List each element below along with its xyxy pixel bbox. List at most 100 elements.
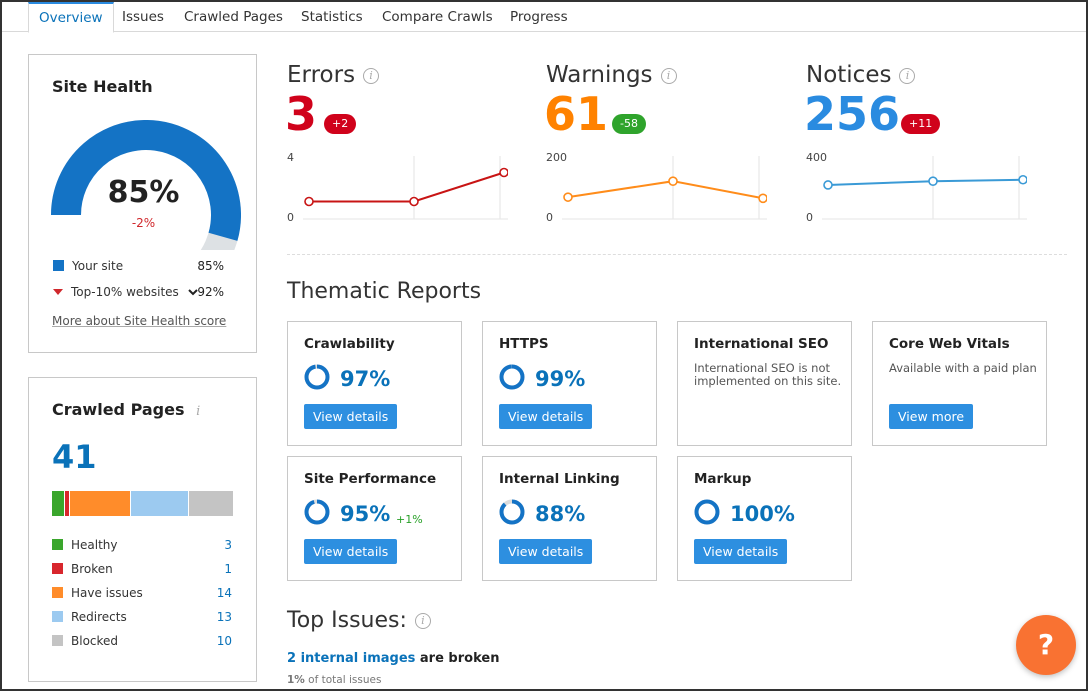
warnings-point[interactable] bbox=[668, 176, 678, 187]
warnings-sparkline bbox=[562, 156, 767, 220]
help-button[interactable]: ? bbox=[1016, 615, 1076, 675]
ring-fill bbox=[694, 499, 720, 525]
bar-segment-redirects[interactable] bbox=[131, 491, 189, 516]
notices-title-row: Notices i bbox=[806, 62, 916, 88]
site-health-gauge bbox=[51, 120, 241, 250]
bar-segment-blocked[interactable] bbox=[188, 491, 233, 516]
notices-series-line bbox=[827, 178, 1024, 186]
report-title: International SEO bbox=[694, 336, 829, 352]
chevron-down-icon[interactable] bbox=[187, 287, 199, 297]
errors-point[interactable] bbox=[499, 167, 508, 178]
legend-blocked: Blocked bbox=[52, 634, 118, 648]
bar-segment-healthy[interactable] bbox=[52, 491, 66, 516]
report-card-crawlability: Crawlability 97% View details bbox=[287, 321, 462, 446]
report-card-site-performance: Site Performance 95% +1% View details bbox=[287, 456, 462, 581]
legend-count[interactable]: 10 bbox=[216, 634, 232, 648]
warnings-series-line bbox=[567, 180, 764, 200]
report-score: 97% bbox=[340, 367, 391, 391]
errors-title-row: Errors i bbox=[287, 62, 380, 88]
legend-label: Blocked bbox=[71, 634, 119, 648]
bar-segment-have-issues[interactable] bbox=[69, 491, 132, 516]
report-score: 95% bbox=[340, 502, 391, 526]
notices-point[interactable] bbox=[823, 180, 833, 190]
top-issue-text: are broken bbox=[415, 651, 500, 666]
notices-point[interactable] bbox=[1018, 174, 1027, 185]
tab-compare-crawls[interactable]: Compare Crawls bbox=[382, 9, 493, 25]
notices-point[interactable] bbox=[928, 176, 938, 187]
tab-crawled-pages[interactable]: Crawled Pages bbox=[184, 9, 283, 25]
tab-progress[interactable]: Progress bbox=[510, 9, 568, 25]
info-icon[interactable]: i bbox=[660, 68, 677, 84]
view-more-button[interactable]: View more bbox=[889, 404, 974, 429]
warnings-title-row: Warnings i bbox=[546, 62, 677, 88]
tab-statistics[interactable]: Statistics bbox=[301, 9, 363, 25]
warnings-delta-badge: -58 bbox=[612, 114, 646, 134]
report-title: HTTPS bbox=[499, 336, 549, 352]
top-issue-sub-text: of total issues bbox=[304, 674, 382, 686]
top10-label: Top-10% websites bbox=[71, 285, 179, 299]
notices-count[interactable]: 256 bbox=[804, 87, 901, 141]
legend-count[interactable]: 14 bbox=[216, 586, 232, 600]
legend-healthy: Healthy bbox=[52, 538, 118, 552]
warnings-point[interactable] bbox=[563, 192, 573, 202]
legend-swatch bbox=[52, 587, 63, 598]
warnings-point[interactable] bbox=[758, 193, 767, 204]
view-details-button[interactable]: View details bbox=[694, 539, 788, 564]
top-issue-sub: 1% of total issues bbox=[287, 674, 381, 686]
view-details-button[interactable]: View details bbox=[499, 539, 593, 564]
view-details-button[interactable]: View details bbox=[304, 539, 398, 564]
report-description: International SEO is not implemented on … bbox=[694, 361, 842, 388]
tab-issues[interactable]: Issues bbox=[122, 9, 164, 25]
bar-segment-broken[interactable] bbox=[65, 491, 70, 516]
legend-label: Healthy bbox=[71, 538, 118, 552]
score-ring-icon bbox=[304, 499, 330, 525]
report-title: Markup bbox=[694, 471, 752, 487]
warnings-title: Warnings bbox=[546, 62, 653, 88]
ring-fill bbox=[499, 499, 525, 525]
score-ring-icon bbox=[304, 364, 330, 390]
info-icon[interactable]: i bbox=[899, 68, 916, 84]
your-site-swatch bbox=[53, 260, 64, 271]
report-score: 88% bbox=[535, 502, 586, 526]
info-icon[interactable]: i bbox=[363, 68, 380, 84]
errors-count[interactable]: 3 bbox=[285, 87, 318, 141]
view-details-button[interactable]: View details bbox=[304, 404, 398, 429]
report-card-https: HTTPS 99% View details bbox=[482, 321, 657, 446]
crawled-pages-total[interactable]: 41 bbox=[52, 438, 97, 476]
site-health-percent: 85% bbox=[107, 175, 180, 210]
ring-fill bbox=[499, 364, 525, 390]
report-delta: +1% bbox=[396, 513, 423, 526]
top-issue-row: 2 internal images are broken bbox=[287, 651, 499, 666]
legend-count[interactable]: 3 bbox=[224, 538, 232, 552]
score-ring-icon bbox=[499, 364, 525, 390]
legend-your-site: Your site bbox=[53, 259, 123, 273]
report-title: Site Performance bbox=[304, 471, 437, 487]
warnings-count[interactable]: 61 bbox=[544, 87, 609, 141]
site-health-more-link[interactable]: More about Site Health score bbox=[52, 314, 227, 328]
crawled-pages-bar bbox=[52, 491, 233, 516]
site-health-title: Site Health bbox=[52, 77, 153, 96]
your-site-value: 85% bbox=[197, 259, 224, 273]
legend-top10[interactable]: Top-10% websites bbox=[53, 285, 199, 299]
legend-swatch bbox=[52, 563, 63, 574]
info-icon[interactable]: i bbox=[196, 404, 201, 419]
legend-count[interactable]: 1 bbox=[224, 562, 232, 576]
report-title: Crawlability bbox=[304, 336, 395, 352]
report-score: 100% bbox=[730, 502, 795, 526]
score-ring-icon bbox=[499, 499, 525, 525]
top-issue-link[interactable]: 2 internal images bbox=[287, 651, 416, 666]
tab-overview[interactable]: Overview bbox=[28, 2, 114, 33]
errors-point[interactable] bbox=[304, 196, 314, 207]
view-details-button[interactable]: View details bbox=[499, 404, 593, 429]
top10-value: 92% bbox=[197, 285, 224, 299]
legend-count[interactable]: 13 bbox=[216, 610, 232, 624]
top10-triangle-icon bbox=[53, 289, 63, 295]
legend-label: Broken bbox=[71, 562, 113, 576]
info-icon[interactable]: i bbox=[414, 613, 431, 629]
errors-point[interactable] bbox=[409, 196, 419, 207]
ring-fill bbox=[304, 499, 330, 525]
legend-redirects: Redirects bbox=[52, 610, 127, 624]
divider bbox=[287, 254, 1067, 255]
axis-max-label: 200 bbox=[546, 151, 567, 164]
errors-title: Errors bbox=[287, 62, 356, 88]
